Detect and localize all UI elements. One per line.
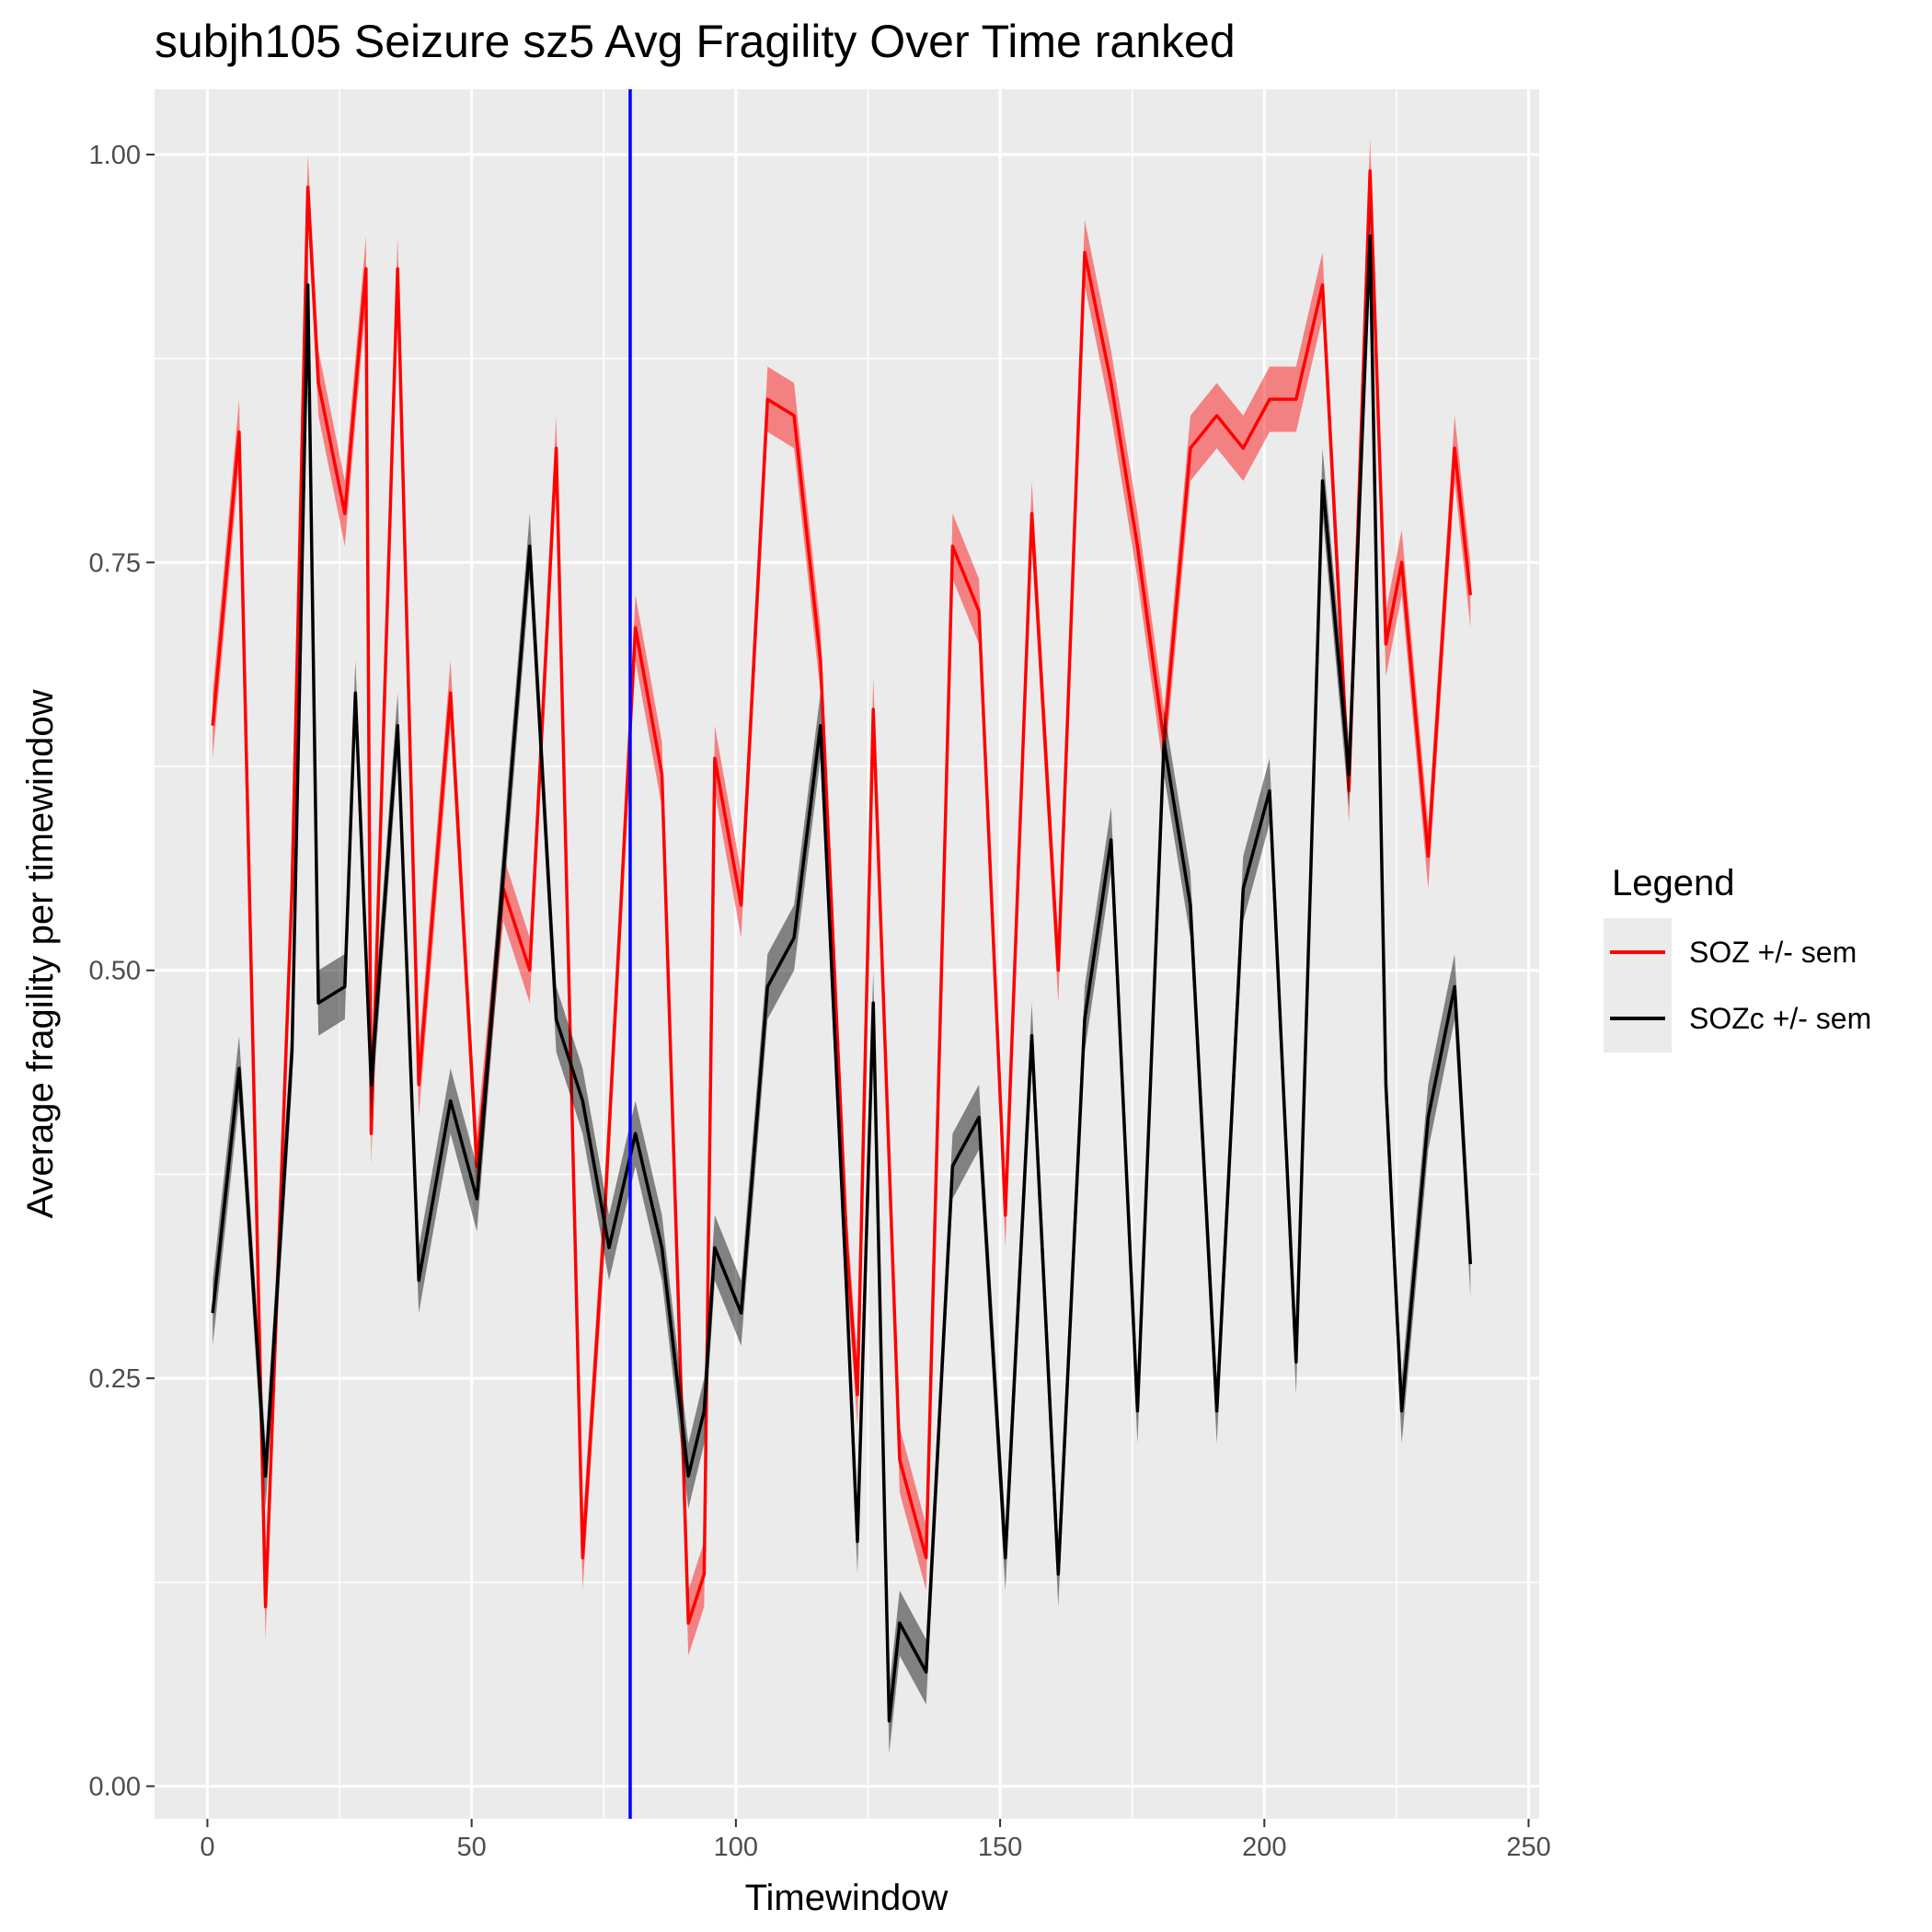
grid-major [155,89,1539,1819]
chart-title: subjh105 Seizure sz5 Avg Fragility Over … [155,16,1236,67]
y-tick-label: 0.00 [89,1773,141,1802]
y-tick-label: 0.75 [89,548,141,578]
x-tick-label: 100 [714,1833,758,1862]
y-tick-label: 1.00 [89,141,141,170]
legend-key-background [1604,918,1672,1052]
x-axis-title: Timewindow [745,1878,949,1918]
legend: Legend SOZ +/- sem SOZc +/- sem [1604,863,1871,1052]
legend-label-soz: SOZ +/- sem [1689,936,1857,969]
legend-title: Legend [1612,863,1734,903]
series-line-soz [211,168,1473,1625]
x-tick-label: 0 [200,1833,214,1862]
x-tick-label: 50 [457,1833,487,1862]
x-tick-label: 200 [1242,1833,1286,1862]
y-tick-label: 0.25 [89,1364,141,1394]
y-tick-label: 0.50 [89,957,141,986]
y-axis: 0.00 0.25 0.50 0.75 1.00 [89,141,155,1802]
x-axis: 0 50 100 150 200 250 [200,1819,1551,1862]
plot-panel [155,89,1539,1819]
x-tick-label: 250 [1506,1833,1550,1862]
series-layer [211,138,1473,1754]
grid-minor [155,89,1539,1819]
legend-label-sozc: SOZc +/- sem [1689,1002,1871,1035]
x-tick-label: 150 [978,1833,1022,1862]
series-line-sozc [211,234,1473,1723]
y-axis-title: Average fragility per timewindow [20,689,61,1218]
